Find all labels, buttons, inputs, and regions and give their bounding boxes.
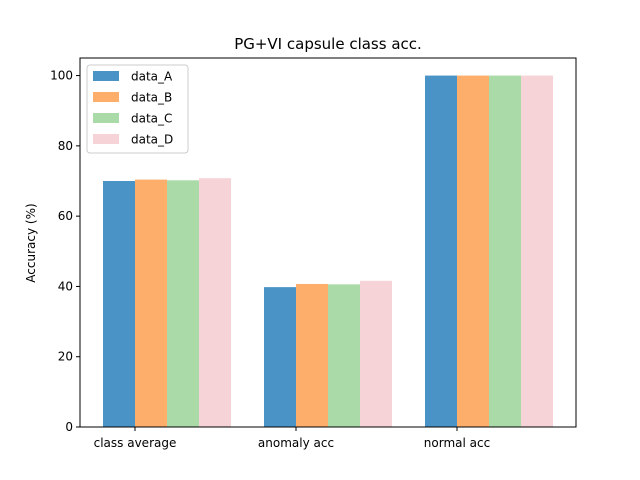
- bar-data_C-1: [328, 284, 360, 427]
- legend-label-data_B: data_B: [131, 91, 172, 105]
- y-tick-label: 20: [58, 350, 73, 364]
- legend-box: [86, 64, 189, 154]
- bar-data_B-0: [135, 179, 167, 427]
- legend-label-data_D: data_D: [131, 133, 173, 147]
- legend-swatch-data_A: [93, 71, 119, 81]
- x-tick-label: normal acc: [424, 436, 490, 450]
- bar-data_D-1: [360, 280, 392, 427]
- bar-data_D-2: [521, 75, 553, 428]
- plot-frame: [79, 57, 577, 428]
- x-tick-label: class average: [94, 436, 177, 450]
- legend: data_A data_B data_C data_D: [86, 64, 189, 154]
- axes-group: 0 20 40 60 80 100 class average anomaly acc norm…: [50, 57, 577, 450]
- legend-label-data_A: data_A: [131, 70, 173, 84]
- y-tick-label: 0: [65, 420, 73, 434]
- bar-data_D-0: [199, 178, 231, 427]
- bar-data_B-2: [457, 75, 489, 428]
- bar-data_C-0: [167, 180, 199, 427]
- bar-data_B-1: [296, 283, 328, 427]
- x-tick-label: anomaly acc: [258, 436, 334, 450]
- y-tick-label: 80: [58, 139, 73, 153]
- bar-data_A-0: [103, 181, 135, 427]
- y-axis-label: Accuracy (%): [24, 203, 38, 282]
- bar-data_C-2: [489, 75, 521, 428]
- bar-data_A-2: [425, 75, 457, 428]
- legend-swatch-data_D: [93, 134, 119, 144]
- legend-swatch-data_C: [93, 113, 119, 123]
- bar-data_A-1: [264, 287, 296, 427]
- legend-swatch-data_B: [93, 92, 119, 102]
- bars-group: [103, 75, 553, 428]
- legend-label-data_C: data_C: [131, 112, 172, 126]
- chart-title: PG+VI capsule class acc.: [234, 35, 422, 53]
- y-tick-label: 40: [58, 279, 73, 293]
- y-tick-label: 100: [50, 69, 73, 83]
- y-tick-label: 60: [58, 209, 73, 223]
